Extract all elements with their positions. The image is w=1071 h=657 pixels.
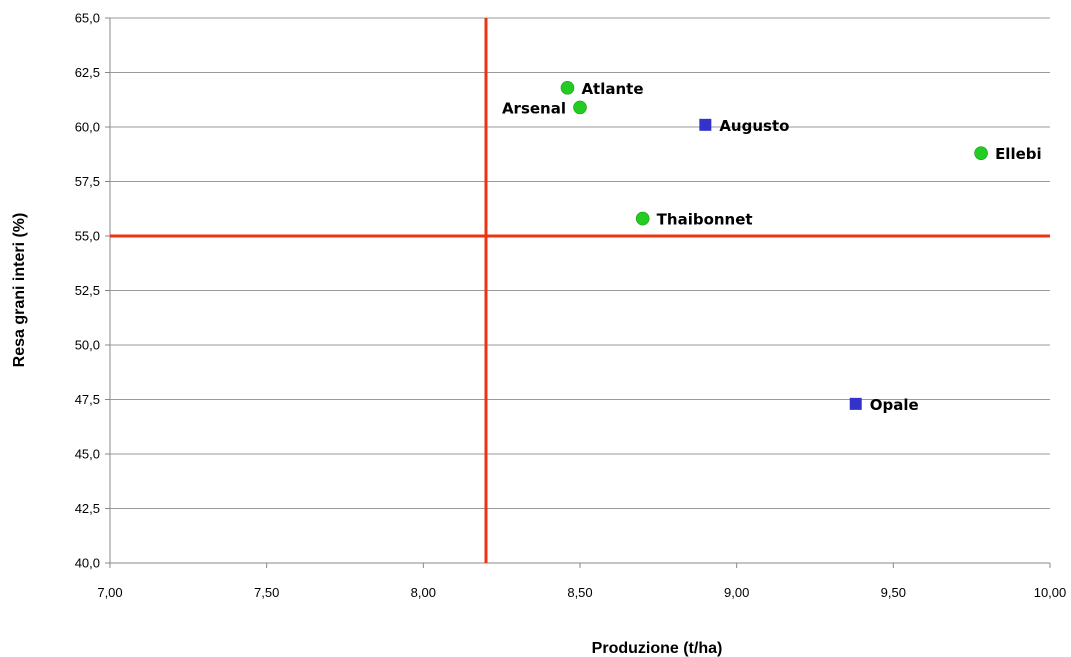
x-tick-label: 9,00 bbox=[724, 585, 749, 600]
y-tick-label: 57,5 bbox=[75, 174, 100, 189]
data-label: Opale bbox=[870, 396, 919, 414]
y-tick-label: 47,5 bbox=[75, 392, 100, 407]
y-tick-label: 60,0 bbox=[75, 120, 100, 135]
y-tick-label: 55,0 bbox=[75, 229, 100, 244]
data-label: Thaibonnet bbox=[657, 211, 753, 229]
y-axis-title: Resa grani interi (%) bbox=[11, 213, 28, 368]
data-point-circle bbox=[635, 211, 650, 226]
data-point-circle bbox=[560, 80, 575, 95]
data-label: Atlante bbox=[581, 80, 643, 98]
axis-layer bbox=[105, 17, 1051, 568]
y-tick-label: 50,0 bbox=[75, 338, 100, 353]
data-point-circle bbox=[573, 100, 587, 115]
y-tick-label: 62,5 bbox=[75, 65, 100, 80]
data-labels: Atlante Arsenal Augusto Ellebi Thaibonnet Opa… bbox=[502, 80, 1042, 414]
data-point-circle bbox=[974, 146, 988, 160]
reference-lines bbox=[110, 18, 1050, 563]
y-tick-label: 45,0 bbox=[75, 447, 100, 462]
data-point-square bbox=[699, 118, 712, 131]
y-tick-label: 65,0 bbox=[75, 11, 100, 26]
x-tick-label: 7,50 bbox=[254, 585, 279, 600]
x-tick-label: 7,00 bbox=[97, 585, 122, 600]
tick-labels: 40,0 42,5 45,0 47,5 50,0 52,5 55,0 57,5 60,0 62,5… bbox=[75, 11, 1067, 601]
x-tick-label: 9,50 bbox=[881, 585, 906, 600]
x-axis-title: Produzione (t/ha) bbox=[592, 640, 723, 657]
data-point-square bbox=[849, 397, 862, 410]
x-tick-label: 10,00 bbox=[1034, 585, 1067, 600]
data-label: Augusto bbox=[719, 117, 789, 135]
data-points bbox=[560, 80, 988, 410]
x-tick-label: 8,00 bbox=[411, 585, 436, 600]
data-label: Arsenal bbox=[502, 99, 566, 117]
data-label: Ellebi bbox=[995, 145, 1042, 163]
y-tick-label: 52,5 bbox=[75, 283, 100, 298]
y-tick-label: 40,0 bbox=[75, 556, 100, 571]
x-tick-label: 8,50 bbox=[567, 585, 592, 600]
grid-layer bbox=[110, 17, 1050, 564]
y-tick-label: 42,5 bbox=[75, 501, 100, 516]
